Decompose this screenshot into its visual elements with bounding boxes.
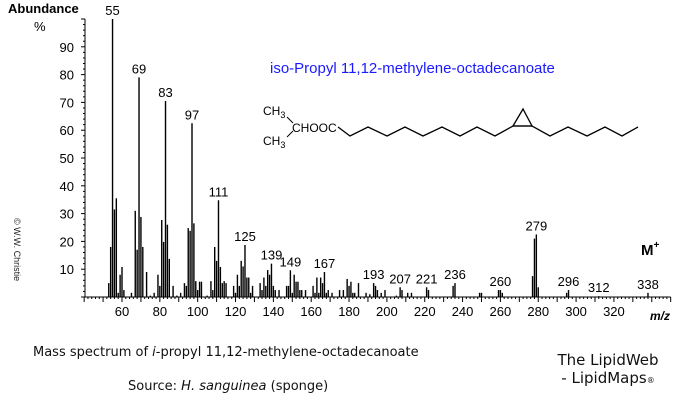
x-tick-label: 60 [115,304,129,319]
caption-line-2: Source: H. sanguinea (sponge) [128,379,329,394]
y-tick-label: 30 [60,207,74,222]
x-tick-label: 220 [414,304,436,319]
peak-label: 236 [444,267,466,282]
y-tick-label: 60 [60,123,74,138]
caption-line-1: Mass spectrum of i-propyl 11,12-methylen… [33,345,419,360]
peak-label: 97 [185,107,199,122]
x-axis-label: m/z [650,309,670,323]
cyclopropane-ring [511,107,534,127]
peak-label: 69 [132,61,146,76]
chart-title: iso-Propyl 11,12-methylene-octadecanoate [270,60,555,77]
peak-label: 125 [234,229,256,244]
peak-label: 296 [558,274,580,289]
y-axis-label: Abundance [8,1,79,16]
y-tick-label: 20 [60,234,74,249]
y-axis-unit: % [34,19,46,34]
molecular-ion-label: M+ [641,240,660,259]
y-tick-label: 70 [60,95,74,110]
ch3-top: CH3 [263,104,285,120]
x-tick-label: 320 [603,304,625,319]
y-tick-label: 10 [60,262,74,277]
x-tick-label: 300 [565,304,587,319]
ester-group: CHOOC [292,121,337,135]
peak-label: 83 [158,85,172,100]
peak-label: 207 [389,271,411,286]
y-tick-label: 90 [60,40,74,55]
peak-label: 55 [105,3,119,18]
peak-label: 312 [588,280,610,295]
x-tick-label: 200 [376,304,398,319]
brand-lipidweb: The LipidWeb - LipidMaps® [557,351,659,387]
x-tick-label: 180 [338,304,360,319]
peak-label: 167 [314,256,336,271]
peak-label: 139 [261,248,283,263]
x-tick-label: 160 [300,304,322,319]
bond [286,130,294,138]
peak-label: 221 [416,271,438,286]
x-tick-label: 260 [490,304,512,319]
bond [286,116,294,124]
axes: 60 80 100 120 140 160 180 200 220 240 260 280 300 320… [60,18,672,319]
copyright-text: © W.W. Christie [12,218,22,281]
y-tick-label: 50 [60,151,74,166]
peak-label: 111 [209,184,229,199]
peak-label: 193 [363,267,385,282]
chemical-structure: CH3 CH3 CHOOC [263,104,639,150]
x-tick-label: 120 [225,304,247,319]
carbon-chain [337,125,639,137]
peaks [108,19,649,297]
peak-label: 260 [490,274,512,289]
y-tick-label: 40 [60,179,74,194]
peak-label: 279 [525,218,547,233]
peak-label: 149 [280,254,302,269]
x-tick-label: 80 [153,304,167,319]
x-tick-label: 140 [263,304,285,319]
x-tick-label: 280 [527,304,549,319]
x-tick-label: 240 [452,304,474,319]
ch3-bottom: CH3 [263,134,285,150]
peak-label: 338 [637,277,659,292]
y-tick-label: 80 [60,68,74,83]
x-tick-label: 100 [187,304,209,319]
